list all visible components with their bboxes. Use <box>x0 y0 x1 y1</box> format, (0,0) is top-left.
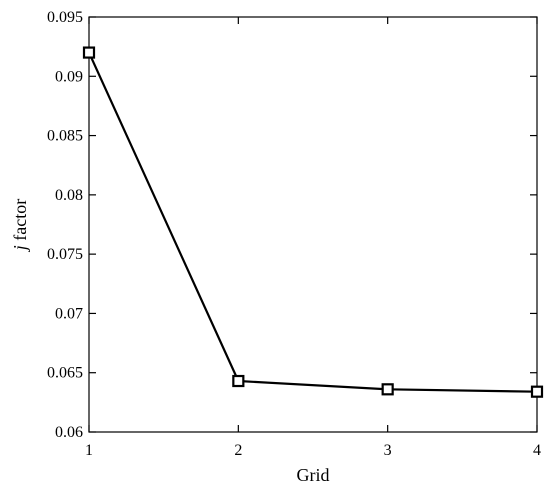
y-axis: 0.06 0.065 0.07 0.075 0.08 0.085 0.09 0.095 <box>47 9 537 441</box>
series-markers <box>82 46 544 398</box>
y-axis-label-rest: factor <box>10 199 30 245</box>
x-axis-label: Grid <box>297 465 330 485</box>
y-tick-label: 0.08 <box>55 187 83 204</box>
data-point <box>530 385 544 398</box>
data-point <box>82 46 96 59</box>
plot-frame <box>88 16 538 433</box>
x-tick-label: 3 <box>384 442 392 459</box>
y-tick-label: 0.085 <box>47 128 83 145</box>
y-axis-label: j factor <box>10 199 30 252</box>
data-point <box>381 383 394 396</box>
y-tick-label: 0.06 <box>55 424 83 441</box>
y-tick-label: 0.065 <box>47 365 83 382</box>
x-axis: 1 2 3 4 <box>85 17 541 459</box>
y-tick-label: 0.095 <box>47 9 83 26</box>
x-tick-label: 1 <box>85 442 93 459</box>
data-point <box>232 374 245 388</box>
y-tick-label: 0.07 <box>55 305 83 322</box>
x-tick-label: 4 <box>533 442 541 459</box>
series-line <box>87 52 538 393</box>
x-tick-label: 2 <box>234 442 242 459</box>
y-tick-label: 0.09 <box>55 68 83 85</box>
y-tick-label: 0.075 <box>47 246 83 263</box>
y-axis-label-italic: j <box>10 245 30 252</box>
